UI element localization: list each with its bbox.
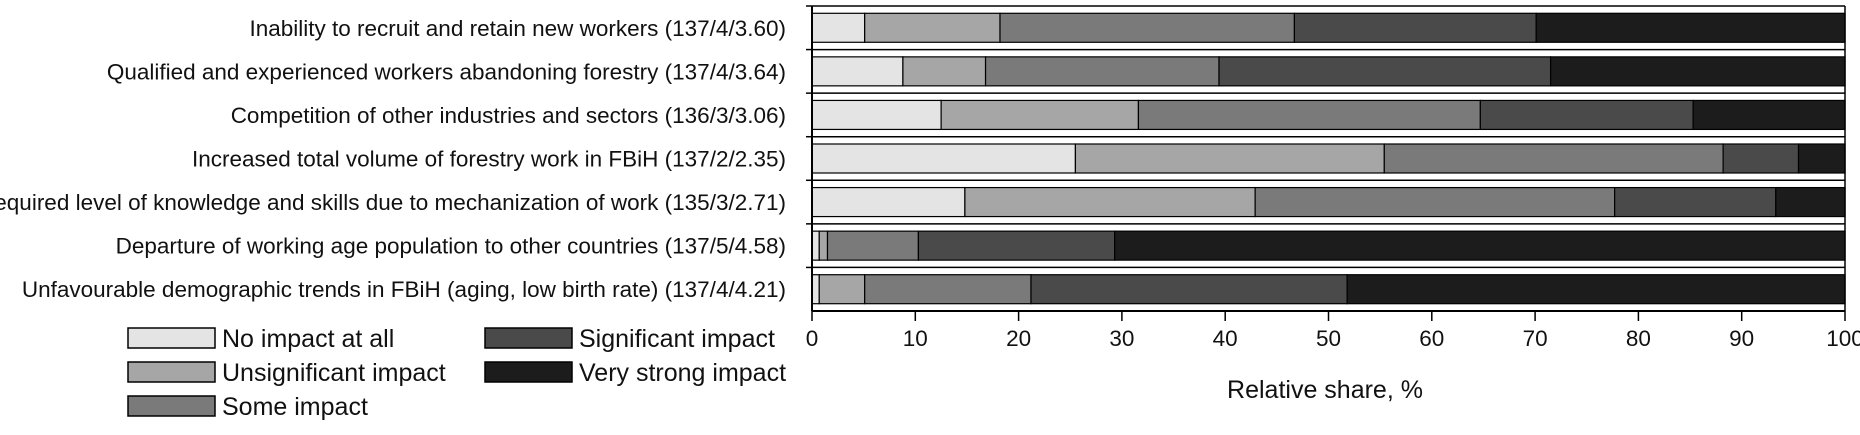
bar-segment-7-series-4 (1030, 274, 1348, 305)
x-axis-title: Relative share, % (1227, 376, 1423, 404)
legend-label: Some impact (222, 393, 368, 421)
bar-segment-7-series-5 (1346, 274, 1846, 305)
category-label: Departure of working age population to o… (116, 234, 786, 259)
category-label: Required level of knowledge and skills d… (0, 190, 786, 215)
legend-label: Unsignificant impact (222, 359, 446, 387)
category-label: Unfavourable demographic trends in FBiH … (22, 277, 786, 302)
x-tick-label: 10 (903, 326, 928, 351)
bar-segment-1-series-3 (999, 12, 1296, 43)
x-tick-label: 80 (1626, 326, 1651, 351)
bar-segment-2-series-2 (902, 56, 987, 87)
legend-swatch (127, 395, 216, 417)
x-axis: 0 10 20 30 40 50 60 70 80 90 100 (806, 5, 1860, 351)
bar-segment-4-series-1 (811, 143, 1077, 174)
legend-label: Significant impact (579, 325, 775, 353)
category-labels: Inability to recruit and retain new work… (0, 16, 786, 302)
legend-swatch (127, 361, 216, 383)
bar-segment-6-series-1 (811, 230, 820, 261)
legend-swatch (484, 327, 573, 349)
bar-segment-6-series-3 (826, 230, 919, 261)
bar-segment-4-series-5 (1797, 143, 1846, 174)
bar-segment-1-series-4 (1293, 12, 1537, 43)
x-tick-label: 100 (1826, 326, 1860, 351)
legend: No impact at all Unsignificant impact Some… (127, 325, 786, 421)
bar-segment-5-series-1 (811, 186, 966, 218)
bar-segment-5-series-4 (1614, 186, 1777, 218)
bar-segment-3-series-4 (1479, 99, 1694, 131)
x-tick-label: 90 (1729, 326, 1754, 351)
bar-segment-4-series-4 (1722, 143, 1800, 174)
bar-segment-1-series-1 (811, 12, 866, 43)
bar-segment-2-series-5 (1549, 56, 1846, 87)
bar-segment-5-series-2 (964, 186, 1256, 218)
x-tick-label: 60 (1419, 326, 1444, 351)
bar-segment-7-series-2 (818, 274, 866, 305)
x-tick-label: 70 (1523, 326, 1548, 351)
category-label: Increased total volume of forestry work … (192, 147, 786, 172)
bar-segment-5-series-5 (1775, 186, 1846, 218)
bar-segment-6-series-5 (1114, 230, 1846, 261)
category-label: Inability to recruit and retain new work… (249, 16, 786, 41)
legend-swatch (484, 361, 573, 383)
bar-segment-2-series-3 (984, 56, 1220, 87)
category-label: Competition of other industries and sect… (231, 103, 786, 128)
bar-segment-1-series-2 (864, 12, 1001, 43)
bar-segment-2-series-4 (1218, 56, 1552, 87)
bar-segment-7-series-1 (811, 274, 820, 305)
bars-layer (811, 5, 1846, 312)
bar-segment-5-series-3 (1254, 186, 1616, 218)
bar-segment-4-series-3 (1383, 143, 1724, 174)
bar-segment-3-series-2 (940, 99, 1140, 131)
bar-segment-1-series-5 (1535, 12, 1846, 43)
bar-segment-6-series-4 (917, 230, 1116, 261)
x-tick-label: 20 (1006, 326, 1031, 351)
x-tick-label: 30 (1109, 326, 1134, 351)
legend-label: No impact at all (222, 325, 394, 353)
bar-segment-2-series-1 (811, 56, 904, 87)
x-tick-label: 40 (1213, 326, 1238, 351)
x-tick-label: 0 (806, 326, 819, 351)
bar-segment-3-series-3 (1137, 99, 1481, 131)
bar-segment-6-series-2 (818, 230, 829, 261)
bar-segment-3-series-1 (811, 99, 942, 131)
bar-segment-4-series-2 (1074, 143, 1385, 174)
bar-segment-7-series-3 (864, 274, 1032, 305)
legend-label: Very strong impact (579, 359, 786, 387)
bar-segment-3-series-5 (1692, 99, 1846, 131)
legend-swatch (127, 327, 216, 349)
category-label: Qualified and experienced workers abando… (107, 59, 786, 84)
x-tick-label: 50 (1316, 326, 1341, 351)
